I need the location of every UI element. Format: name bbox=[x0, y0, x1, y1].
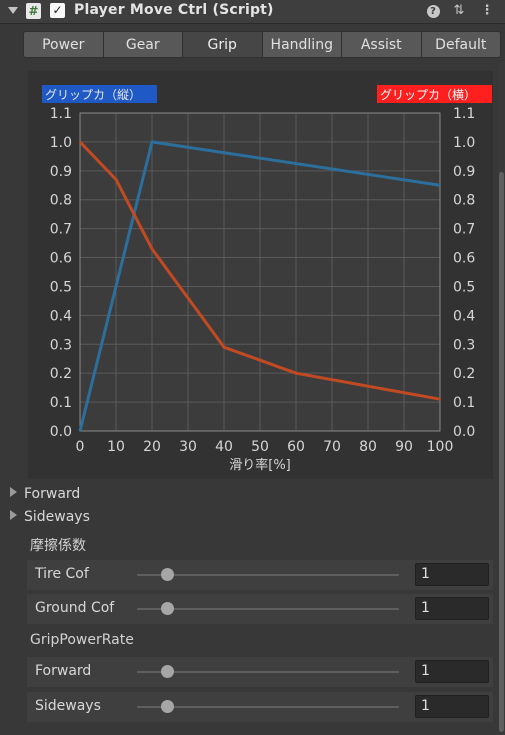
legend-left-label: グリップカ（縦） bbox=[45, 88, 141, 102]
foldout-arrow-icon bbox=[10, 510, 17, 520]
tab-bar: Power Gear Grip Handling Assist Default bbox=[23, 31, 501, 58]
y-tick-label-left: 0.1 bbox=[50, 395, 72, 411]
y-tick-label-right: 0.4 bbox=[453, 308, 475, 324]
x-tick-label: 40 bbox=[215, 439, 233, 455]
x-tick-label: 50 bbox=[251, 439, 269, 455]
grip-forward-input[interactable]: 1 bbox=[415, 660, 489, 683]
ground-cof-slider-track[interactable] bbox=[137, 608, 399, 610]
context-menu-icon[interactable]: ⋮ bbox=[480, 3, 494, 18]
grip-forward-label: Forward bbox=[35, 663, 92, 679]
x-tick-label: 90 bbox=[395, 439, 413, 455]
plot-border bbox=[79, 112, 441, 432]
x-tick-label: 20 bbox=[143, 439, 161, 455]
y-tick-label-left: 0.3 bbox=[50, 337, 72, 353]
y-tick-label-right: 0.1 bbox=[453, 395, 475, 411]
legend-right-label: グリップカ（横） bbox=[380, 88, 476, 102]
y-tick-label-left: 1.1 bbox=[50, 106, 72, 122]
component-header: # ✓ Player Move Ctrl (Script) ? ⇅ ⋮ bbox=[0, 0, 505, 24]
grip-forward-slider-track[interactable] bbox=[137, 671, 399, 673]
legend-right-swatch bbox=[377, 85, 492, 103]
y-tick-label-left: 1.0 bbox=[50, 135, 72, 151]
y-tick-label-left: 0.5 bbox=[50, 279, 72, 295]
help-button[interactable]: ? bbox=[424, 2, 442, 20]
ground-cof-slider-thumb[interactable] bbox=[161, 602, 174, 615]
y-tick-label-right: 0.8 bbox=[453, 193, 475, 209]
tire-cof-row: Tire Cof 1 bbox=[27, 560, 493, 590]
series-line-lateral bbox=[78, 140, 441, 401]
y-tick-label-right: 1.1 bbox=[453, 106, 475, 122]
foldout-forward-label: Forward bbox=[24, 486, 81, 502]
y-tick-label-left: 0.2 bbox=[50, 366, 72, 382]
y-tick-label-left: 0.0 bbox=[50, 424, 72, 440]
x-tick-label: 30 bbox=[179, 439, 197, 455]
y-tick-label-right: 0.5 bbox=[453, 279, 475, 295]
grip-power-rate-title: GripPowerRate bbox=[30, 632, 134, 648]
x-tick-label: 100 bbox=[427, 439, 454, 455]
component-enabled-checkbox[interactable]: ✓ bbox=[50, 3, 65, 18]
foldout-arrow-icon bbox=[10, 487, 17, 497]
y-tick-label-right: 0.2 bbox=[453, 366, 475, 382]
ground-cof-label: Ground Cof bbox=[35, 600, 115, 616]
component-title: Player Move Ctrl (Script) bbox=[74, 2, 274, 18]
component-foldout-arrow-icon[interactable] bbox=[8, 7, 18, 14]
grip-sideways-label: Sideways bbox=[35, 698, 101, 714]
y-tick-label-left: 0.7 bbox=[50, 222, 72, 238]
tab-default[interactable]: Default bbox=[420, 31, 501, 58]
tab-gear[interactable]: Gear bbox=[102, 31, 183, 58]
preset-icon[interactable]: ⇅ bbox=[453, 3, 465, 18]
scrollbar-thumb[interactable] bbox=[499, 172, 504, 732]
tire-cof-label: Tire Cof bbox=[35, 566, 89, 582]
help-icon: ? bbox=[426, 5, 440, 18]
y-tick-label-right: 0.3 bbox=[453, 337, 475, 353]
x-tick-label: 10 bbox=[107, 439, 125, 455]
tab-assist[interactable]: Assist bbox=[341, 31, 422, 58]
y-tick-label-right: 0.6 bbox=[453, 251, 475, 267]
friction-section-title: 摩擦係数 bbox=[30, 538, 86, 554]
grip-forward-row: Forward 1 bbox=[27, 657, 493, 687]
x-tick-label: 80 bbox=[359, 439, 377, 455]
tab-power[interactable]: Power bbox=[23, 31, 104, 58]
x-tick-label: 70 bbox=[323, 439, 341, 455]
tab-grip[interactable]: Grip bbox=[182, 31, 263, 58]
grip-sideways-row: Sideways 1 bbox=[27, 692, 493, 722]
foldout-sideways[interactable]: Sideways bbox=[10, 509, 90, 529]
x-tick-label: 60 bbox=[287, 439, 305, 455]
foldout-sideways-label: Sideways bbox=[24, 509, 90, 525]
tire-cof-slider-thumb[interactable] bbox=[161, 568, 174, 581]
ground-cof-row: Ground Cof 1 bbox=[27, 594, 493, 624]
vertical-scrollbar[interactable] bbox=[498, 62, 505, 735]
series-line-longitudinal bbox=[78, 140, 441, 432]
y-tick-label-left: 0.6 bbox=[50, 251, 72, 267]
grip-sideways-slider-track[interactable] bbox=[137, 706, 399, 708]
tab-handling[interactable]: Handling bbox=[261, 31, 342, 58]
y-tick-label-left: 0.4 bbox=[50, 308, 72, 324]
legend-left-swatch bbox=[42, 85, 157, 103]
y-tick-label-left: 0.8 bbox=[50, 193, 72, 209]
y-tick-label-left: 0.9 bbox=[50, 164, 72, 180]
foldout-forward[interactable]: Forward bbox=[10, 486, 80, 506]
tire-cof-slider-track[interactable] bbox=[137, 574, 399, 576]
grip-forward-slider-thumb[interactable] bbox=[161, 665, 174, 678]
y-tick-label-right: 0.9 bbox=[453, 164, 475, 180]
x-axis-label: 滑り率[%] bbox=[229, 457, 291, 473]
grip-sideways-slider-thumb[interactable] bbox=[161, 700, 174, 713]
ground-cof-input[interactable]: 1 bbox=[415, 597, 489, 620]
script-icon: # bbox=[26, 3, 41, 19]
y-tick-label-right: 0.7 bbox=[453, 222, 475, 238]
y-tick-label-right: 0.0 bbox=[453, 424, 475, 440]
grip-graph-panel: 0 10 20 30 40 50 60 70 80 90 100 0.0 0.0 0.1 0.1 0.2 0.2… bbox=[28, 71, 493, 479]
tire-cof-input[interactable]: 1 bbox=[415, 563, 489, 586]
y-tick-label-right: 1.0 bbox=[453, 135, 475, 151]
grip-sideways-input[interactable]: 1 bbox=[415, 695, 489, 718]
x-tick-label: 0 bbox=[76, 439, 85, 455]
